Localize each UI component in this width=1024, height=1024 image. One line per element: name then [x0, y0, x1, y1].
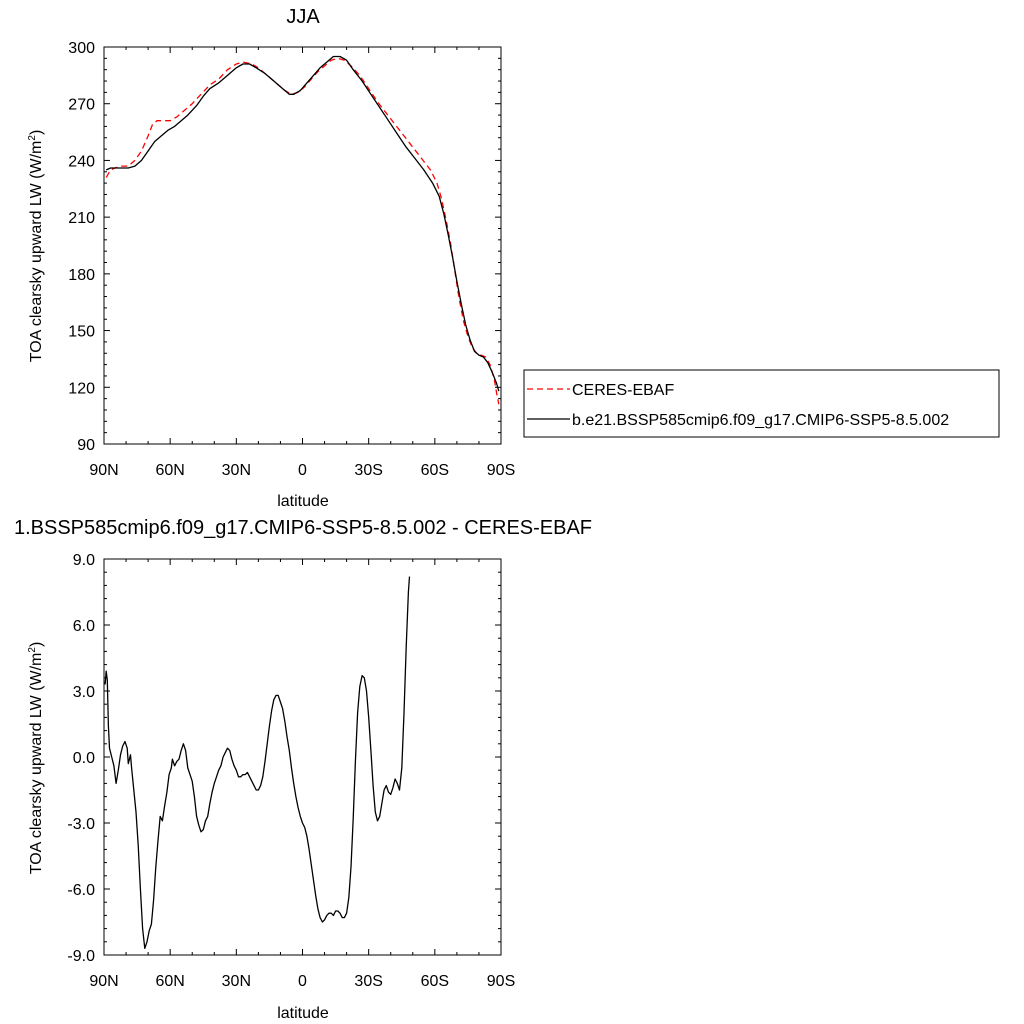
top-y-tick-label: 210 [68, 210, 95, 227]
legend-label-ceres-ebaf: CERES-EBAF [572, 382, 674, 399]
top-x-tick-label: 60S [421, 462, 449, 479]
bottom-x-tick-label: 60N [155, 973, 184, 990]
legend: CERES-EBAF b.e21.BSSP585cmip6.f09_g17.CM… [523, 369, 1000, 438]
bottom-x-tick-label: 30N [222, 973, 251, 990]
top-x-tick-label: 0 [298, 462, 307, 479]
top-series-line-1 [105, 57, 500, 405]
bottom-y-tick-label: 3.0 [73, 684, 95, 701]
top-y-tick-label: 120 [68, 380, 95, 397]
bottom-chart-title: 1.BSSP585cmip6.f09_g17.CMIP6-SSP5-8.5.00… [14, 517, 592, 539]
top-y-tick-label: 300 [68, 40, 95, 57]
bottom-x-tick-label: 90S [487, 973, 515, 990]
bottom-y-tick-label: 6.0 [73, 618, 95, 635]
top-x-axis-label: latitude [277, 493, 329, 510]
top-x-tick-label: 60N [155, 462, 184, 479]
bottom-series-line-1 [104, 576, 411, 950]
bottom-plot-area: 90N 60N 30N 0 30S 60S 90S -9.0 -6.0 -3.0 0.0 3.0 6.0… [67, 552, 515, 990]
bottom-y-tick-label: 9.0 [73, 552, 95, 569]
top-y-axis-label: TOA clearsky upward LW (W/m2) [27, 130, 45, 363]
top-x-tick-label: 90N [89, 462, 118, 479]
top-y-tick-label: 150 [68, 324, 95, 341]
top-x-tick-label: 90S [487, 462, 515, 479]
bottom-x-axis-label: latitude [277, 1005, 329, 1022]
top-y-tick-label: 90 [77, 437, 95, 454]
bottom-x-tick-label: 0 [298, 973, 307, 990]
legend-box [523, 369, 1000, 438]
top-series-line-2 [105, 55, 500, 392]
legend-label-model: b.e21.BSSP585cmip6.f09_g17.CMIP6-SSP5-8.… [572, 412, 949, 429]
bottom-x-tick-label: 30S [354, 973, 382, 990]
bottom-panel: 1.BSSP585cmip6.f09_g17.CMIP6-SSP5-8.5.00… [14, 517, 592, 1022]
bottom-x-tick-label: 90N [89, 973, 118, 990]
bottom-y-tick-label: -3.0 [67, 816, 95, 833]
top-panel: JJA 90N 60N 30N 0 30S 60S 90S 90 120 150 180 210 240… [27, 6, 515, 510]
bottom-y-tick-label: 0.0 [73, 750, 95, 767]
top-x-tick-label: 30N [222, 462, 251, 479]
top-plot-area: 90N 60N 30N 0 30S 60S 90S 90 120 150 180 210 240 270 3… [68, 40, 515, 479]
top-x-tick-label: 30S [354, 462, 382, 479]
bottom-x-tick-label: 60S [421, 973, 449, 990]
bottom-y-tick-label: -9.0 [67, 948, 95, 965]
top-y-tick-label: 180 [68, 267, 95, 284]
bottom-y-axis-label: TOA clearsky upward LW (W/m2) [27, 642, 45, 875]
top-y-tick-label: 240 [68, 153, 95, 170]
top-y-tick-label: 270 [68, 97, 95, 114]
bottom-y-tick-label: -6.0 [67, 882, 95, 899]
top-chart-title: JJA [286, 6, 320, 28]
